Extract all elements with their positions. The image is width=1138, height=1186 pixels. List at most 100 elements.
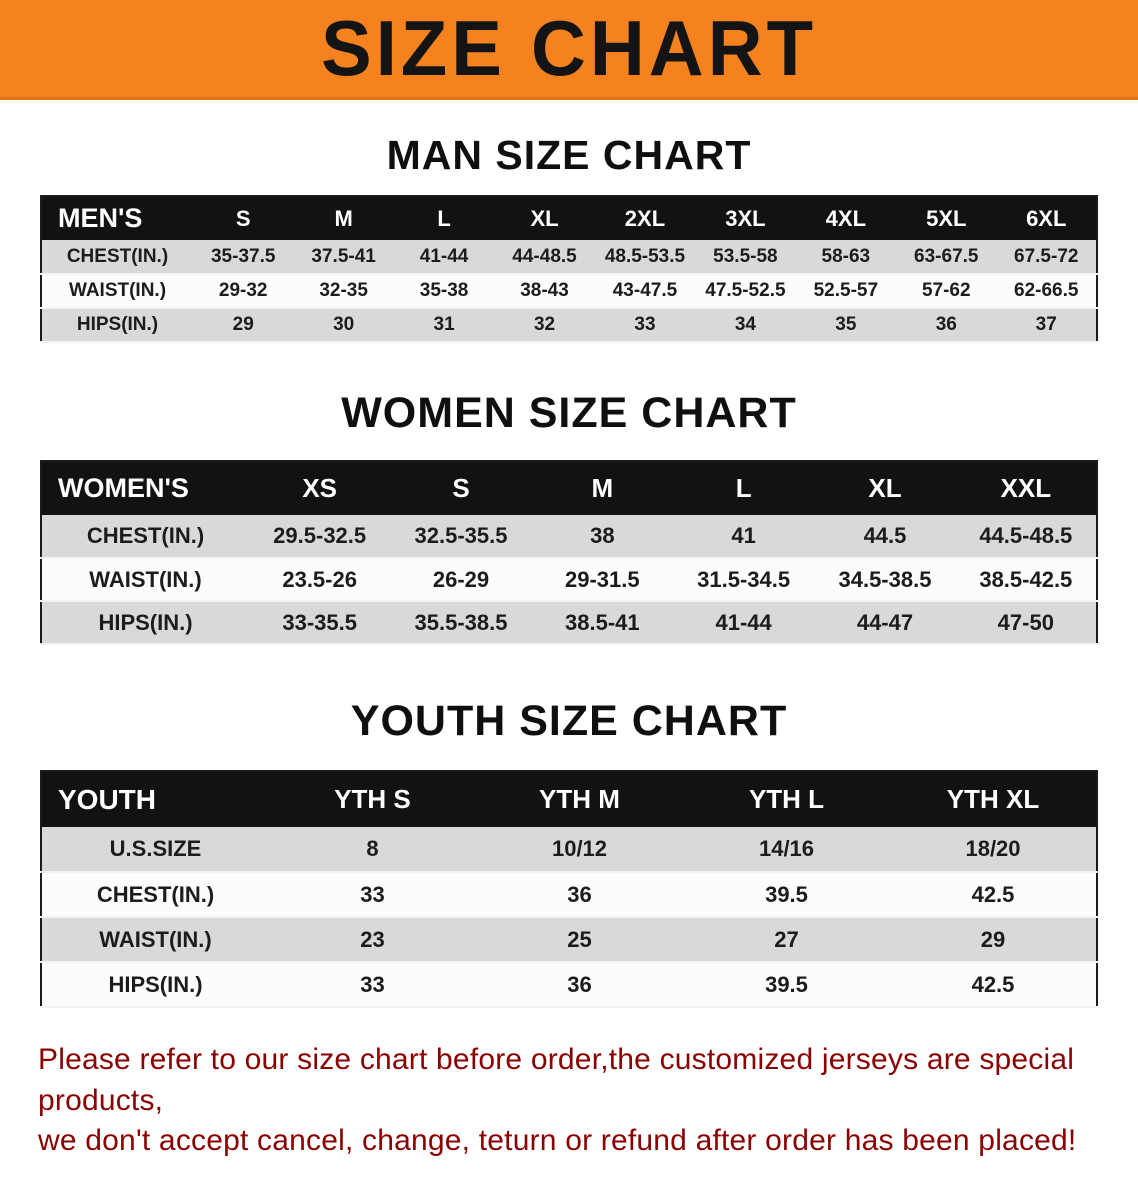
table-row: CHEST(IN.) 33 36 39.5 42.5: [41, 872, 1097, 917]
measurement-value: 39.5: [765, 971, 808, 997]
measurement-value: 29.5-32.5: [273, 523, 367, 548]
measurement-label: U.S.SIZE: [109, 836, 202, 861]
measurement-value: 36: [567, 971, 592, 997]
size-column-header: S: [235, 205, 251, 231]
youth-size-table: YOUTH YTH S YTH M YTH L YTH XL U.S.SIZE 8 10/12…: [40, 770, 1098, 1008]
measurement-value: 30: [333, 314, 355, 335]
measurement-value: 29-32: [218, 280, 268, 301]
measurement-value: 36: [567, 881, 592, 907]
measurement-value: 35-38: [419, 280, 469, 301]
measurement-label: HIPS(IN.): [98, 609, 193, 635]
men-size-table: MEN'S S M L XL 2XL 3XL 4XL 5XL 6XL CHEST(IN.) 35-37…: [40, 195, 1098, 343]
measurement-value: 43-47.5: [612, 280, 678, 301]
measurement-value: 37: [1035, 314, 1057, 335]
measurement-value: 33: [360, 881, 385, 907]
measurement-value: 41: [731, 523, 756, 548]
measurement-label: HIPS(IN.): [76, 314, 159, 335]
measurement-value: 27: [774, 926, 799, 952]
measurement-value: 44.5-48.5: [979, 523, 1073, 548]
table-row: WAIST(IN.) 23.5-26 26-29 29-31.5 31.5-34.5 34…: [41, 558, 1097, 601]
measurement-value: 38.5-41: [565, 609, 640, 635]
measurement-value: 32: [533, 314, 556, 335]
measurement-value: 47.5-52.5: [705, 280, 786, 301]
measurement-value: 35-37.5: [210, 245, 276, 267]
size-column-header: 3XL: [725, 205, 766, 231]
size-column-header: M: [334, 205, 353, 231]
size-column-header: XS: [302, 473, 337, 503]
measurement-value: 53.5-58: [713, 245, 778, 267]
measurement-value: 38-43: [520, 280, 569, 301]
measurement-value: 47-50: [997, 609, 1054, 635]
measurement-value: 63-67.5: [914, 245, 979, 267]
men-size-section: MAN SIZE CHART MEN'S S M L XL 2XL 3XL 4XL 5XL 6XL…: [0, 100, 1138, 343]
table-header-row: WOMEN'S XS S M L XL XXL: [41, 461, 1097, 515]
women-size-section: WOMEN SIZE CHART WOMEN'S XS S M L XL XXL CHEST(…: [0, 343, 1138, 645]
measurement-value: 23: [360, 926, 385, 952]
table-header-row: MEN'S S M L XL 2XL 3XL 4XL 5XL 6XL: [41, 196, 1097, 240]
table-row: HIPS(IN.) 33 36 39.5 42.5: [41, 962, 1097, 1007]
measurement-value: 44-47: [856, 609, 914, 635]
size-column-header: L: [437, 205, 451, 231]
table-header-row: YOUTH YTH S YTH M YTH L YTH XL: [41, 771, 1097, 827]
size-column-header: 5XL: [926, 205, 967, 231]
measurement-value: 37.5-41: [311, 245, 376, 267]
measurement-value: 26-29: [432, 566, 490, 592]
measurement-value: 8: [366, 836, 379, 861]
table-corner-label: YOUTH: [58, 783, 156, 815]
measurement-value: 10/12: [551, 836, 608, 861]
size-column-header: 2XL: [624, 205, 666, 231]
banner: SIZE CHART: [0, 0, 1138, 100]
size-chart-page: SIZE CHART MAN SIZE CHART MEN'S S M L XL 2XL 3…: [0, 0, 1138, 1162]
size-column-header: 6XL: [1026, 205, 1067, 231]
table-row: U.S.SIZE 8 10/12 14/16 18/20: [41, 827, 1097, 872]
table-row: WAIST(IN.) 23 25 27 29: [41, 917, 1097, 962]
measurement-value: 41-44: [715, 609, 772, 635]
measurement-value: 33-35.5: [282, 609, 357, 635]
measurement-value: 35: [835, 314, 857, 335]
measurement-label: CHEST(IN.): [96, 881, 215, 907]
measurement-value: 32.5-35.5: [414, 523, 508, 548]
measurement-value: 67.5-72: [1014, 245, 1079, 267]
measurement-value: 58-63: [821, 245, 871, 267]
measurement-label: WAIST(IN.): [89, 566, 202, 592]
measurement-value: 41-44: [419, 245, 469, 267]
size-column-header: M: [591, 473, 614, 503]
footer-note-line2: we don't accept cancel, change, teturn o…: [38, 1124, 1077, 1157]
table-row: CHEST(IN.) 29.5-32.5 32.5-35.5 38 41 44.5 44.5…: [41, 515, 1097, 558]
size-column-header: XL: [530, 205, 559, 231]
men-section-heading: MAN SIZE CHART: [386, 132, 752, 178]
measurement-value: 23.5-26: [282, 566, 357, 592]
measurement-value: 25: [567, 926, 592, 952]
measurement-value: 31: [433, 314, 455, 335]
size-column-header: S: [452, 473, 470, 503]
table-row: HIPS(IN.) 29 30 31 32 33 34 35 36 37: [41, 308, 1097, 342]
measurement-value: 32-35: [319, 280, 368, 301]
page-title: SIZE CHART: [321, 4, 817, 93]
measurement-label: HIPS(IN.): [108, 971, 203, 997]
table-corner-label: MEN'S: [58, 203, 143, 233]
measurement-value: 38.5-42.5: [979, 566, 1073, 592]
measurement-value: 35.5-38.5: [414, 609, 508, 635]
size-column-header: L: [735, 473, 752, 503]
measurement-value: 29-31.5: [565, 566, 640, 592]
youth-section-heading: YOUTH SIZE CHART: [350, 697, 788, 745]
size-column-header: YTH M: [539, 784, 620, 814]
size-column-header: YTH XL: [946, 784, 1040, 814]
measurement-value: 62-66.5: [1014, 280, 1079, 301]
footer-note: Please refer to our size chart before or…: [38, 1040, 1100, 1162]
measurement-value: 33: [360, 971, 385, 997]
measurement-value: 42.5: [971, 881, 1015, 907]
measurement-value: 34: [734, 314, 756, 335]
women-size-table: WOMEN'S XS S M L XL XXL CHEST(IN.) 29.5-32.5 32.5…: [40, 460, 1098, 645]
measurement-value: 38: [590, 523, 615, 548]
measurement-value: 29: [232, 314, 254, 335]
measurement-label: WAIST(IN.): [68, 280, 167, 301]
measurement-label: CHEST(IN.): [66, 245, 169, 267]
size-column-header: XL: [868, 473, 902, 503]
measurement-value: 31.5-34.5: [697, 566, 791, 592]
measurement-value: 33: [634, 314, 656, 335]
women-section-heading: WOMEN SIZE CHART: [341, 389, 797, 437]
size-column-header: XXL: [1000, 473, 1052, 503]
measurement-value: 29: [980, 926, 1006, 952]
size-column-header: 4XL: [825, 205, 867, 231]
